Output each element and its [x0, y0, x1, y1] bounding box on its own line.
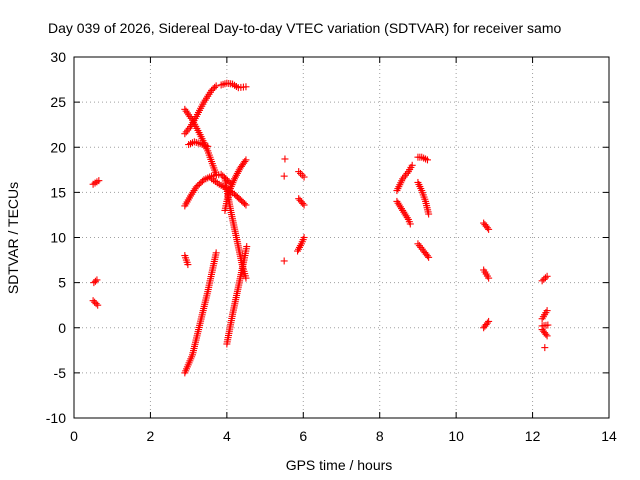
data-point — [220, 173, 228, 181]
data-point — [425, 253, 433, 261]
x-tick-label: 10 — [448, 428, 464, 444]
x-tick-label: 4 — [223, 428, 231, 444]
data-point — [300, 234, 308, 241]
y-tick-label: 5 — [58, 275, 66, 291]
data-point — [194, 182, 202, 190]
data-point — [485, 274, 493, 282]
y-tick-label: 25 — [50, 94, 66, 110]
data-point — [241, 200, 249, 208]
data-point — [94, 301, 102, 309]
data-point — [295, 168, 303, 176]
data-point — [541, 274, 549, 282]
data-point — [192, 183, 200, 191]
data-point — [543, 307, 551, 315]
y-tick-label: -10 — [46, 410, 66, 426]
data-point — [242, 83, 250, 91]
x-tick-label: 2 — [147, 428, 155, 444]
y-tick-label: 20 — [50, 139, 66, 155]
data-point — [91, 298, 99, 306]
data-point — [300, 201, 308, 209]
data-point — [406, 220, 414, 228]
data-point — [242, 274, 250, 282]
data-point — [485, 225, 493, 233]
x-tick-label: 0 — [70, 428, 78, 444]
data-point — [299, 199, 307, 207]
data-point — [423, 156, 431, 164]
data-point — [483, 319, 491, 327]
data-point — [425, 210, 433, 218]
data-point — [212, 82, 220, 90]
x-tick-label: 12 — [525, 428, 541, 444]
data-point — [543, 272, 551, 280]
data-point — [296, 169, 304, 177]
data-point — [95, 177, 103, 185]
data-point — [300, 173, 308, 181]
axes — [73, 56, 610, 419]
x-tick-label: 6 — [299, 428, 307, 444]
data-point — [195, 180, 203, 188]
data-point — [538, 277, 546, 285]
data-point — [408, 161, 416, 169]
data-point — [204, 142, 212, 150]
grid — [74, 57, 609, 418]
y-tick-label: 30 — [50, 49, 66, 65]
data-point — [241, 158, 249, 166]
y-axis-label: SDTVAR / TECUs — [5, 182, 21, 294]
y-tick-label: 10 — [50, 230, 66, 246]
x-tick-label: 14 — [601, 428, 617, 444]
data-point — [542, 330, 550, 338]
data-point — [91, 277, 99, 285]
data-point — [184, 261, 192, 269]
data-point — [92, 300, 100, 308]
data-point — [209, 85, 217, 93]
data-point — [540, 275, 548, 283]
x-tick-label: 8 — [376, 428, 384, 444]
x-axis-label: GPS time / hours — [286, 457, 393, 473]
y-tick-label: -5 — [54, 365, 67, 381]
data-point — [485, 317, 493, 325]
data-point — [89, 297, 97, 305]
y-tick-label: 0 — [58, 320, 66, 336]
data-point — [281, 155, 289, 163]
data-point — [541, 344, 549, 352]
y-tick-label: 15 — [50, 184, 66, 200]
data-point — [298, 171, 306, 179]
x-tick-labels: 0 2 4 6 8 10 12 14 — [70, 428, 617, 444]
chart-title: Day 039 of 2026, Sidereal Day-to-day VTE… — [48, 20, 561, 36]
data-point — [242, 156, 250, 164]
data-point — [423, 252, 431, 260]
data-point — [93, 276, 101, 284]
data-point — [217, 170, 225, 178]
data-point — [212, 249, 220, 257]
data-point — [197, 179, 205, 187]
data-point — [211, 83, 219, 91]
data-point — [208, 86, 216, 94]
data-points — [89, 79, 552, 377]
data-point — [543, 332, 551, 340]
data-point — [483, 224, 491, 232]
data-point — [243, 243, 251, 251]
data-point — [242, 201, 250, 209]
data-point — [280, 172, 288, 180]
data-point — [544, 321, 552, 329]
y-tick-labels: -10 -5 0 5 10 15 20 25 30 — [46, 49, 66, 426]
data-point — [280, 257, 288, 265]
